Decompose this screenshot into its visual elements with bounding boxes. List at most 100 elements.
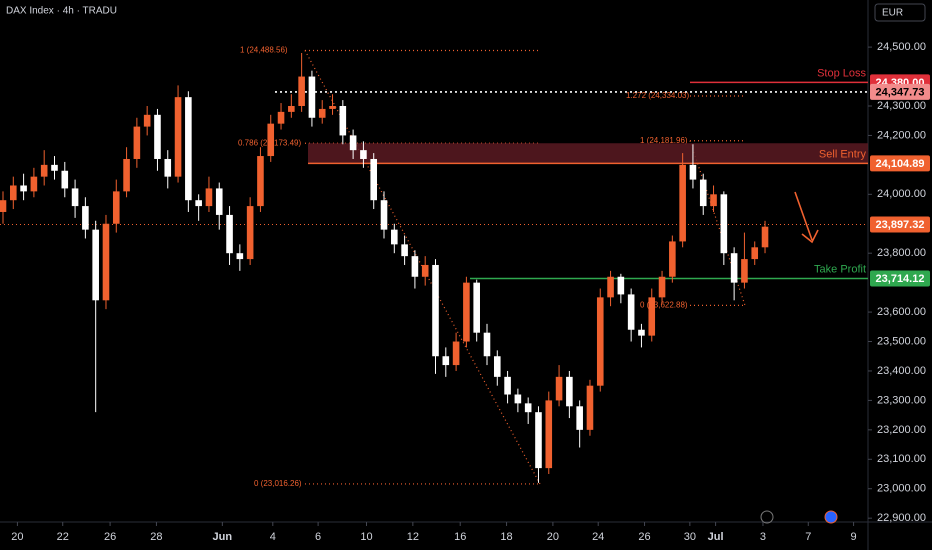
candle-body (123, 158, 130, 192)
x-tick-label: Jun (213, 531, 233, 543)
x-tick-label: 26 (638, 531, 650, 543)
candle-body (349, 135, 357, 151)
candle-body (164, 158, 172, 177)
candle-body (586, 385, 594, 430)
candle-body (463, 282, 470, 342)
globe-icon[interactable] (824, 510, 838, 524)
candle-body (154, 114, 161, 159)
candle-body (720, 194, 728, 254)
candle-body (82, 206, 89, 230)
candle-body (318, 108, 326, 118)
candle-body (493, 356, 501, 377)
x-tick-label: 30 (684, 531, 696, 543)
candle-body (339, 105, 347, 136)
candle-body (288, 105, 295, 112)
x-tick-label: 20 (547, 531, 559, 543)
candle-body (432, 264, 439, 357)
candle-body (329, 105, 336, 109)
candle-body (185, 97, 192, 201)
x-tick-label: 28 (150, 531, 162, 543)
candle-body (51, 164, 58, 171)
currency-label: EUR (882, 8, 903, 19)
direction-arrow (794, 191, 819, 244)
y-tick-label: 24,000.00 (877, 188, 926, 200)
x-tick-label: 9 (851, 531, 857, 543)
candle-body (442, 356, 450, 366)
x-tick-label: 3 (760, 531, 766, 543)
candle-body (401, 244, 408, 257)
candle-body (658, 276, 666, 298)
candle-body (215, 188, 223, 215)
candle-body (504, 376, 511, 395)
level-name: Take Profit (814, 263, 866, 275)
replay-icon[interactable] (760, 510, 774, 524)
candle-body (617, 276, 625, 295)
price-tag (870, 270, 930, 287)
candle-body (102, 223, 110, 301)
price-tag-label: 24,347.73 (876, 86, 925, 98)
price-tag-label: 24,104.89 (876, 158, 925, 170)
price-tag (870, 216, 930, 233)
candle-body (607, 276, 614, 298)
candle-body (380, 200, 388, 230)
x-tick-label: 7 (805, 531, 811, 543)
candle-body (236, 253, 244, 260)
chart-title: DAX Index · 4h · TRADU (6, 6, 117, 17)
candle-body (741, 259, 748, 283)
y-tick-label: 24,500.00 (877, 41, 926, 53)
candle-body (61, 170, 69, 189)
level-name: Sell Entry (819, 148, 867, 160)
price-tag-label: 23,897.32 (876, 219, 925, 231)
candle-body (483, 332, 491, 357)
candle-body (699, 179, 707, 207)
candle-body (761, 226, 769, 248)
x-tick-label: 6 (315, 531, 321, 543)
candle-body (638, 329, 645, 336)
y-tick-label: 23,200.00 (877, 424, 926, 436)
candle-body (71, 188, 79, 207)
candle-body (40, 164, 48, 177)
candle-body (679, 164, 686, 242)
y-tick-label: 22,900.00 (877, 512, 926, 524)
y-tick-label: 23,300.00 (877, 394, 926, 406)
candle-body (421, 264, 429, 277)
x-tick-label: 12 (407, 531, 419, 543)
candle-body (133, 126, 141, 159)
sell-zone (308, 143, 868, 164)
y-tick-label: 23,000.00 (877, 483, 926, 495)
candle-body (710, 194, 717, 207)
candle-body (411, 256, 419, 277)
fib-label: 1 (24,181.96) (640, 136, 688, 145)
fib-label: 0 (23,622.88) (640, 300, 688, 309)
x-tick-label: Jul (708, 531, 724, 543)
candle-body (514, 394, 522, 404)
y-tick-label: 23,100.00 (877, 453, 926, 465)
candle-body (298, 76, 305, 106)
x-tick-label: 22 (57, 531, 69, 543)
candle-body (308, 76, 316, 118)
fib-label: 1 (24,488.56) (240, 46, 288, 55)
candle-body (195, 200, 202, 207)
candle-body (576, 406, 583, 430)
candle-body (545, 400, 553, 469)
y-tick-label: 23,600.00 (877, 306, 926, 318)
candle-body (473, 282, 480, 333)
candle-body (246, 206, 254, 260)
candle-body (92, 229, 99, 301)
candle-body (360, 150, 367, 159)
y-tick-label: 24,300.00 (877, 100, 926, 112)
fib-label: 1.272 (24,334.03) (626, 91, 689, 100)
candle-body (669, 241, 676, 277)
candle-body (524, 403, 532, 413)
level-name: Stop Loss (817, 67, 866, 79)
candle-body (391, 229, 398, 245)
x-tick-label: 10 (360, 531, 372, 543)
candle-body (627, 294, 635, 330)
candle-body (0, 200, 7, 212)
candle-body (555, 376, 563, 401)
x-tick-label: 18 (500, 531, 512, 543)
currency-button[interactable] (874, 3, 926, 22)
candle-body (205, 188, 213, 207)
